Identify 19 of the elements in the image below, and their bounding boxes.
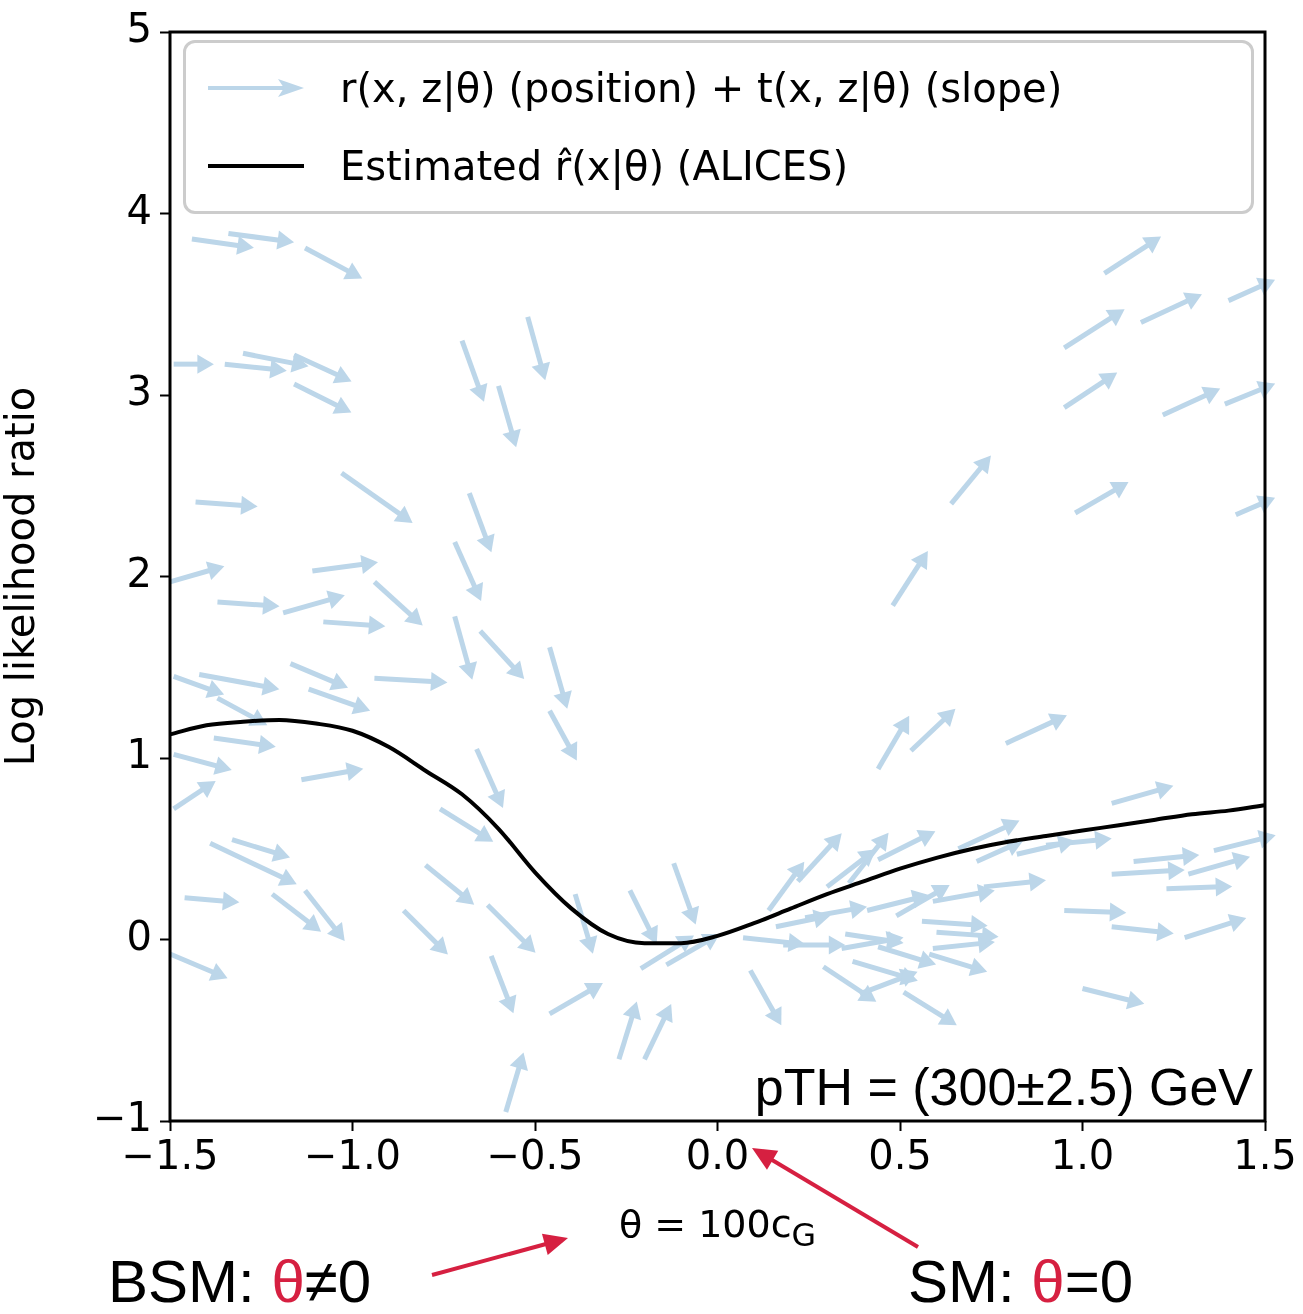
y-tick-label: 1: [126, 731, 152, 778]
text: SM: θ=0: [908, 1248, 1134, 1314]
y-tick-label: 2: [126, 549, 152, 596]
legend-label: r(x, z|θ) (position) + t(x, z|θ) (slope): [340, 65, 1063, 111]
x-tick-label: 0.5: [868, 1132, 932, 1179]
y-tick-label: 3: [126, 368, 152, 415]
y-tick-label: 5: [126, 5, 152, 52]
annotation: pTH = (300±2.5) GeV: [754, 1058, 1254, 1117]
legend-label: Estimated r̂(x|θ) (ALICES): [340, 143, 849, 189]
x-tick-label: −0.5: [486, 1132, 584, 1179]
x-tick-label: 1.0: [1050, 1132, 1115, 1179]
y-axis-title: Log likelihood ratio: [0, 386, 44, 767]
x-axis-title: θ = 100c$_{G}$: [618, 1202, 817, 1253]
y-tick-label: 4: [126, 186, 152, 233]
x-tick-label: 1.5: [1233, 1132, 1297, 1179]
y-tick-label: 0: [126, 912, 152, 959]
text: BSM: θ≠0: [108, 1248, 372, 1314]
x-tick-label: −1.0: [303, 1132, 402, 1179]
x-tick-label: 0.0: [685, 1132, 750, 1179]
